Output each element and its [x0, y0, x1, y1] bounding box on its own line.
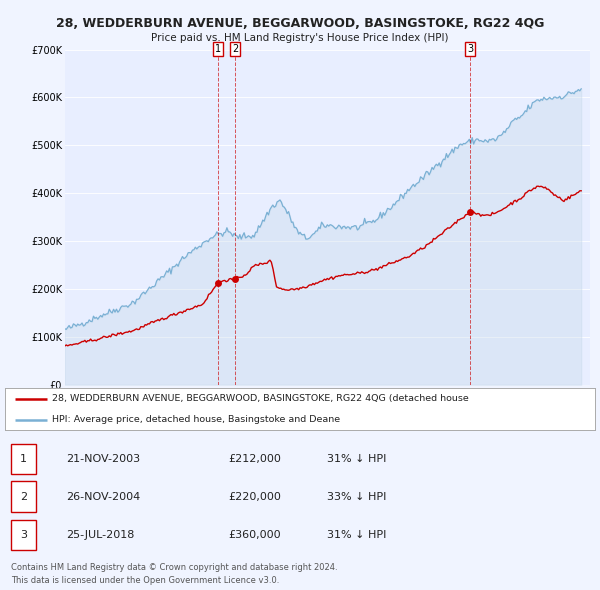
- Text: This data is licensed under the Open Government Licence v3.0.: This data is licensed under the Open Gov…: [11, 576, 279, 585]
- Text: Contains HM Land Registry data © Crown copyright and database right 2024.: Contains HM Land Registry data © Crown c…: [11, 563, 337, 572]
- Text: HPI: Average price, detached house, Basingstoke and Deane: HPI: Average price, detached house, Basi…: [52, 415, 340, 424]
- Text: 1: 1: [215, 44, 221, 54]
- Text: 3: 3: [467, 44, 473, 54]
- Text: 2: 2: [20, 492, 27, 502]
- Text: 28, WEDDERBURN AVENUE, BEGGARWOOD, BASINGSTOKE, RG22 4QG: 28, WEDDERBURN AVENUE, BEGGARWOOD, BASIN…: [56, 17, 544, 30]
- Text: 25-JUL-2018: 25-JUL-2018: [66, 530, 134, 540]
- Text: 21-NOV-2003: 21-NOV-2003: [66, 454, 140, 464]
- Text: £220,000: £220,000: [228, 492, 281, 502]
- Text: 2: 2: [232, 44, 239, 54]
- Text: 33% ↓ HPI: 33% ↓ HPI: [327, 492, 386, 502]
- Text: £212,000: £212,000: [228, 454, 281, 464]
- Text: 28, WEDDERBURN AVENUE, BEGGARWOOD, BASINGSTOKE, RG22 4QG (detached house: 28, WEDDERBURN AVENUE, BEGGARWOOD, BASIN…: [52, 394, 469, 403]
- Text: £360,000: £360,000: [228, 530, 281, 540]
- Text: Price paid vs. HM Land Registry's House Price Index (HPI): Price paid vs. HM Land Registry's House …: [151, 33, 449, 43]
- Text: 1: 1: [20, 454, 27, 464]
- Text: 3: 3: [20, 530, 27, 540]
- Text: 31% ↓ HPI: 31% ↓ HPI: [327, 530, 386, 540]
- Text: 31% ↓ HPI: 31% ↓ HPI: [327, 454, 386, 464]
- Text: 26-NOV-2004: 26-NOV-2004: [66, 492, 140, 502]
